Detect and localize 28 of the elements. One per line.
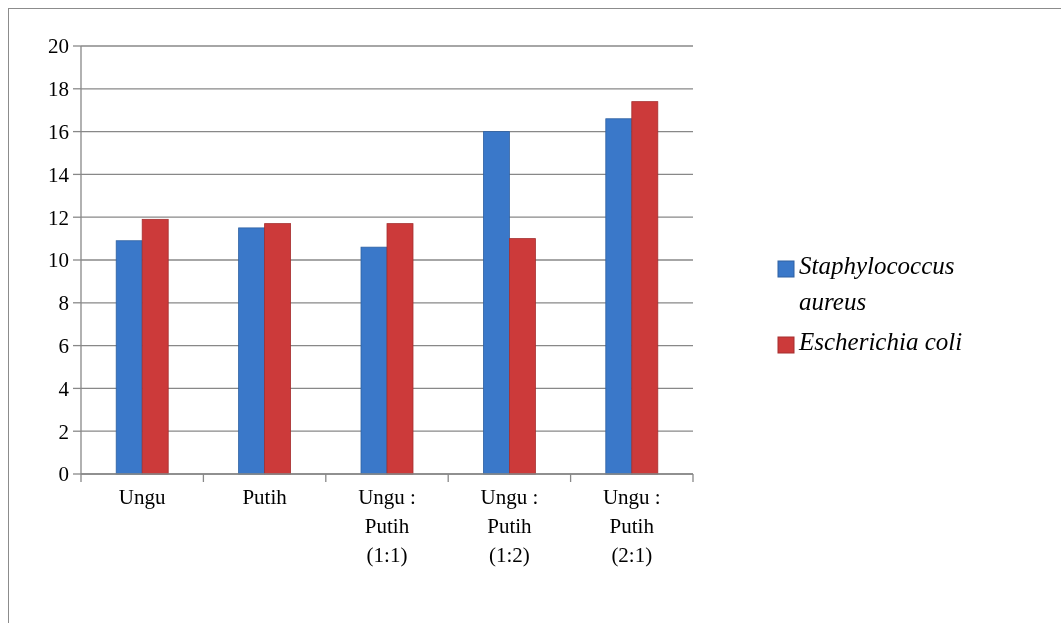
x-tick-label: Ungu : Putih (1:1) <box>358 485 416 567</box>
x-tick-label: Ungu : Putih (2:1) <box>602 485 661 567</box>
x-tick-label: Putih <box>242 485 288 509</box>
bar <box>264 223 291 475</box>
y-tick-label: 20 <box>48 34 69 59</box>
y-tick-label: 12 <box>48 205 69 230</box>
y-tick-label: 18 <box>48 77 69 102</box>
bar <box>483 131 510 475</box>
bar <box>631 101 659 475</box>
legend-label: Escherichia coli <box>798 328 963 355</box>
bar <box>386 223 414 475</box>
y-tick-label: 14 <box>48 162 70 187</box>
legend-label: Staphylococcus aureus <box>799 252 955 315</box>
bar <box>605 118 633 475</box>
y-tick-label: 4 <box>58 376 70 401</box>
bar <box>509 238 536 475</box>
bar <box>360 246 388 475</box>
y-tick-label: 6 <box>58 333 69 358</box>
y-tick-label: 16 <box>48 119 69 144</box>
bar <box>115 240 143 475</box>
x-tick-label: Ungu : Putih (1:2) <box>480 485 539 567</box>
y-tick-label: 0 <box>58 462 69 487</box>
bar <box>141 218 169 475</box>
y-tick-label: 8 <box>58 291 69 316</box>
y-tick-label: 10 <box>48 248 69 273</box>
bar <box>238 227 265 475</box>
y-tick-label: 2 <box>58 419 69 444</box>
x-tick-label: Ungu <box>118 485 167 509</box>
